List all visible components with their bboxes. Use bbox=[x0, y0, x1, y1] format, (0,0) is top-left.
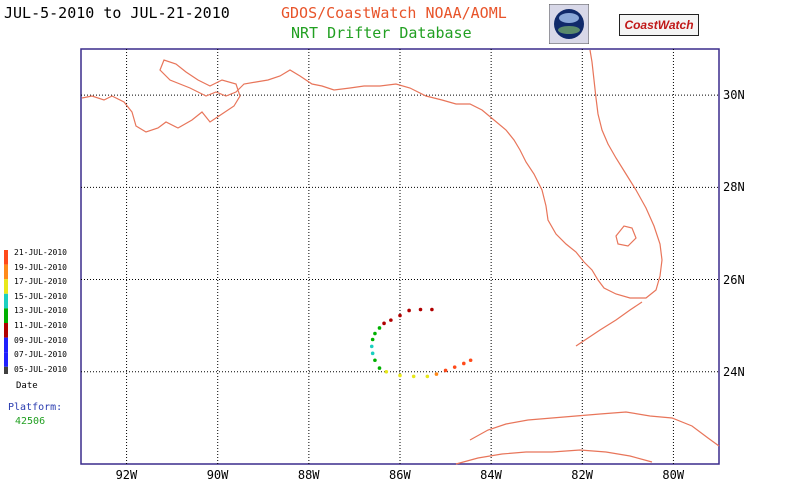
lat-tick-label: 28N bbox=[723, 180, 745, 195]
lat-tick-label: 24N bbox=[723, 364, 745, 379]
track-point bbox=[389, 318, 393, 322]
coastline bbox=[81, 49, 720, 465]
track-point bbox=[443, 368, 448, 373]
lon-tick-label: 82W bbox=[571, 468, 593, 482]
track-point bbox=[425, 374, 430, 379]
track-point bbox=[418, 307, 423, 312]
lon-tick-label: 86W bbox=[389, 468, 411, 482]
legend-entry: 13-JUL-2010 bbox=[14, 306, 67, 316]
date-legend: 21-JUL-2010 19-JUL-2010 17-JUL-2010 15-JUL-… bbox=[2, 248, 68, 392]
legend-swatch bbox=[4, 337, 8, 353]
gulf-north-coast bbox=[81, 49, 663, 299]
track-point bbox=[407, 308, 411, 313]
track-point bbox=[452, 365, 457, 369]
track-point bbox=[398, 373, 402, 378]
lon-tick-label: 84W bbox=[480, 468, 502, 482]
track-point bbox=[382, 321, 386, 326]
track-point bbox=[384, 369, 389, 374]
lon-tick-label: 92W bbox=[115, 468, 138, 482]
legend-swatch bbox=[4, 323, 8, 338]
header-database: NRT Drifter Database bbox=[291, 24, 472, 42]
header-org: GDOS/CoastWatch NOAA/AOML bbox=[281, 4, 507, 22]
coastwatch-logo-text: CoastWatch bbox=[624, 18, 694, 32]
cuba-coast bbox=[469, 411, 720, 447]
track-point bbox=[434, 372, 439, 376]
legend-swatch bbox=[4, 352, 8, 367]
platform-id: 42506 bbox=[15, 416, 46, 427]
legend-entry: 09-JUL-2010 bbox=[14, 335, 67, 345]
legend-swatch bbox=[4, 279, 8, 294]
track-point bbox=[398, 313, 402, 318]
legend-swatch bbox=[4, 250, 8, 265]
drifter-track bbox=[369, 307, 473, 379]
track-point bbox=[369, 344, 374, 349]
legend-title: Date bbox=[16, 381, 38, 391]
track-point bbox=[370, 337, 375, 342]
legend-entry: 11-JUL-2010 bbox=[14, 321, 67, 330]
track-point bbox=[377, 326, 382, 330]
cuba-south-coast bbox=[455, 449, 653, 465]
lon-tick-label: 90W bbox=[206, 468, 229, 482]
platform-label: Platform: bbox=[8, 402, 63, 413]
legend-swatch bbox=[4, 264, 8, 280]
lon-tick-label: 80W bbox=[662, 468, 685, 482]
track-point bbox=[370, 351, 375, 356]
track-point bbox=[468, 358, 473, 363]
legend-color-bar bbox=[4, 250, 8, 374]
track-point bbox=[373, 331, 377, 336]
legend-entry: 17-JUL-2010 bbox=[14, 277, 67, 287]
legend-entry: 21-JUL-2010 bbox=[14, 248, 67, 257]
florida-keys bbox=[575, 301, 643, 347]
legend-swatch bbox=[4, 293, 8, 309]
legend-swatch bbox=[4, 366, 8, 374]
noaa-logo bbox=[549, 4, 589, 44]
lon-tick-label: 88W bbox=[297, 468, 320, 482]
track-point bbox=[411, 374, 416, 379]
legend-entry: 15-JUL-2010 bbox=[14, 291, 67, 301]
lake-okeechobee bbox=[615, 225, 637, 247]
legend-swatch bbox=[4, 308, 8, 323]
coastwatch-logo: CoastWatch bbox=[619, 14, 699, 36]
track-point bbox=[430, 307, 434, 312]
map-grid bbox=[81, 49, 719, 464]
date-range: JUL-5-2010 to JUL-21-2010 bbox=[4, 4, 230, 22]
legend-entry: 05-JUL-2010 bbox=[14, 364, 67, 374]
track-point bbox=[462, 361, 466, 366]
track-point bbox=[377, 366, 382, 370]
lat-tick-label: 30N bbox=[723, 88, 745, 103]
lat-tick-label: 26N bbox=[723, 272, 745, 287]
legend-entry: 19-JUL-2010 bbox=[14, 262, 67, 272]
track-point bbox=[373, 358, 377, 363]
legend-entry: 07-JUL-2010 bbox=[14, 350, 67, 360]
